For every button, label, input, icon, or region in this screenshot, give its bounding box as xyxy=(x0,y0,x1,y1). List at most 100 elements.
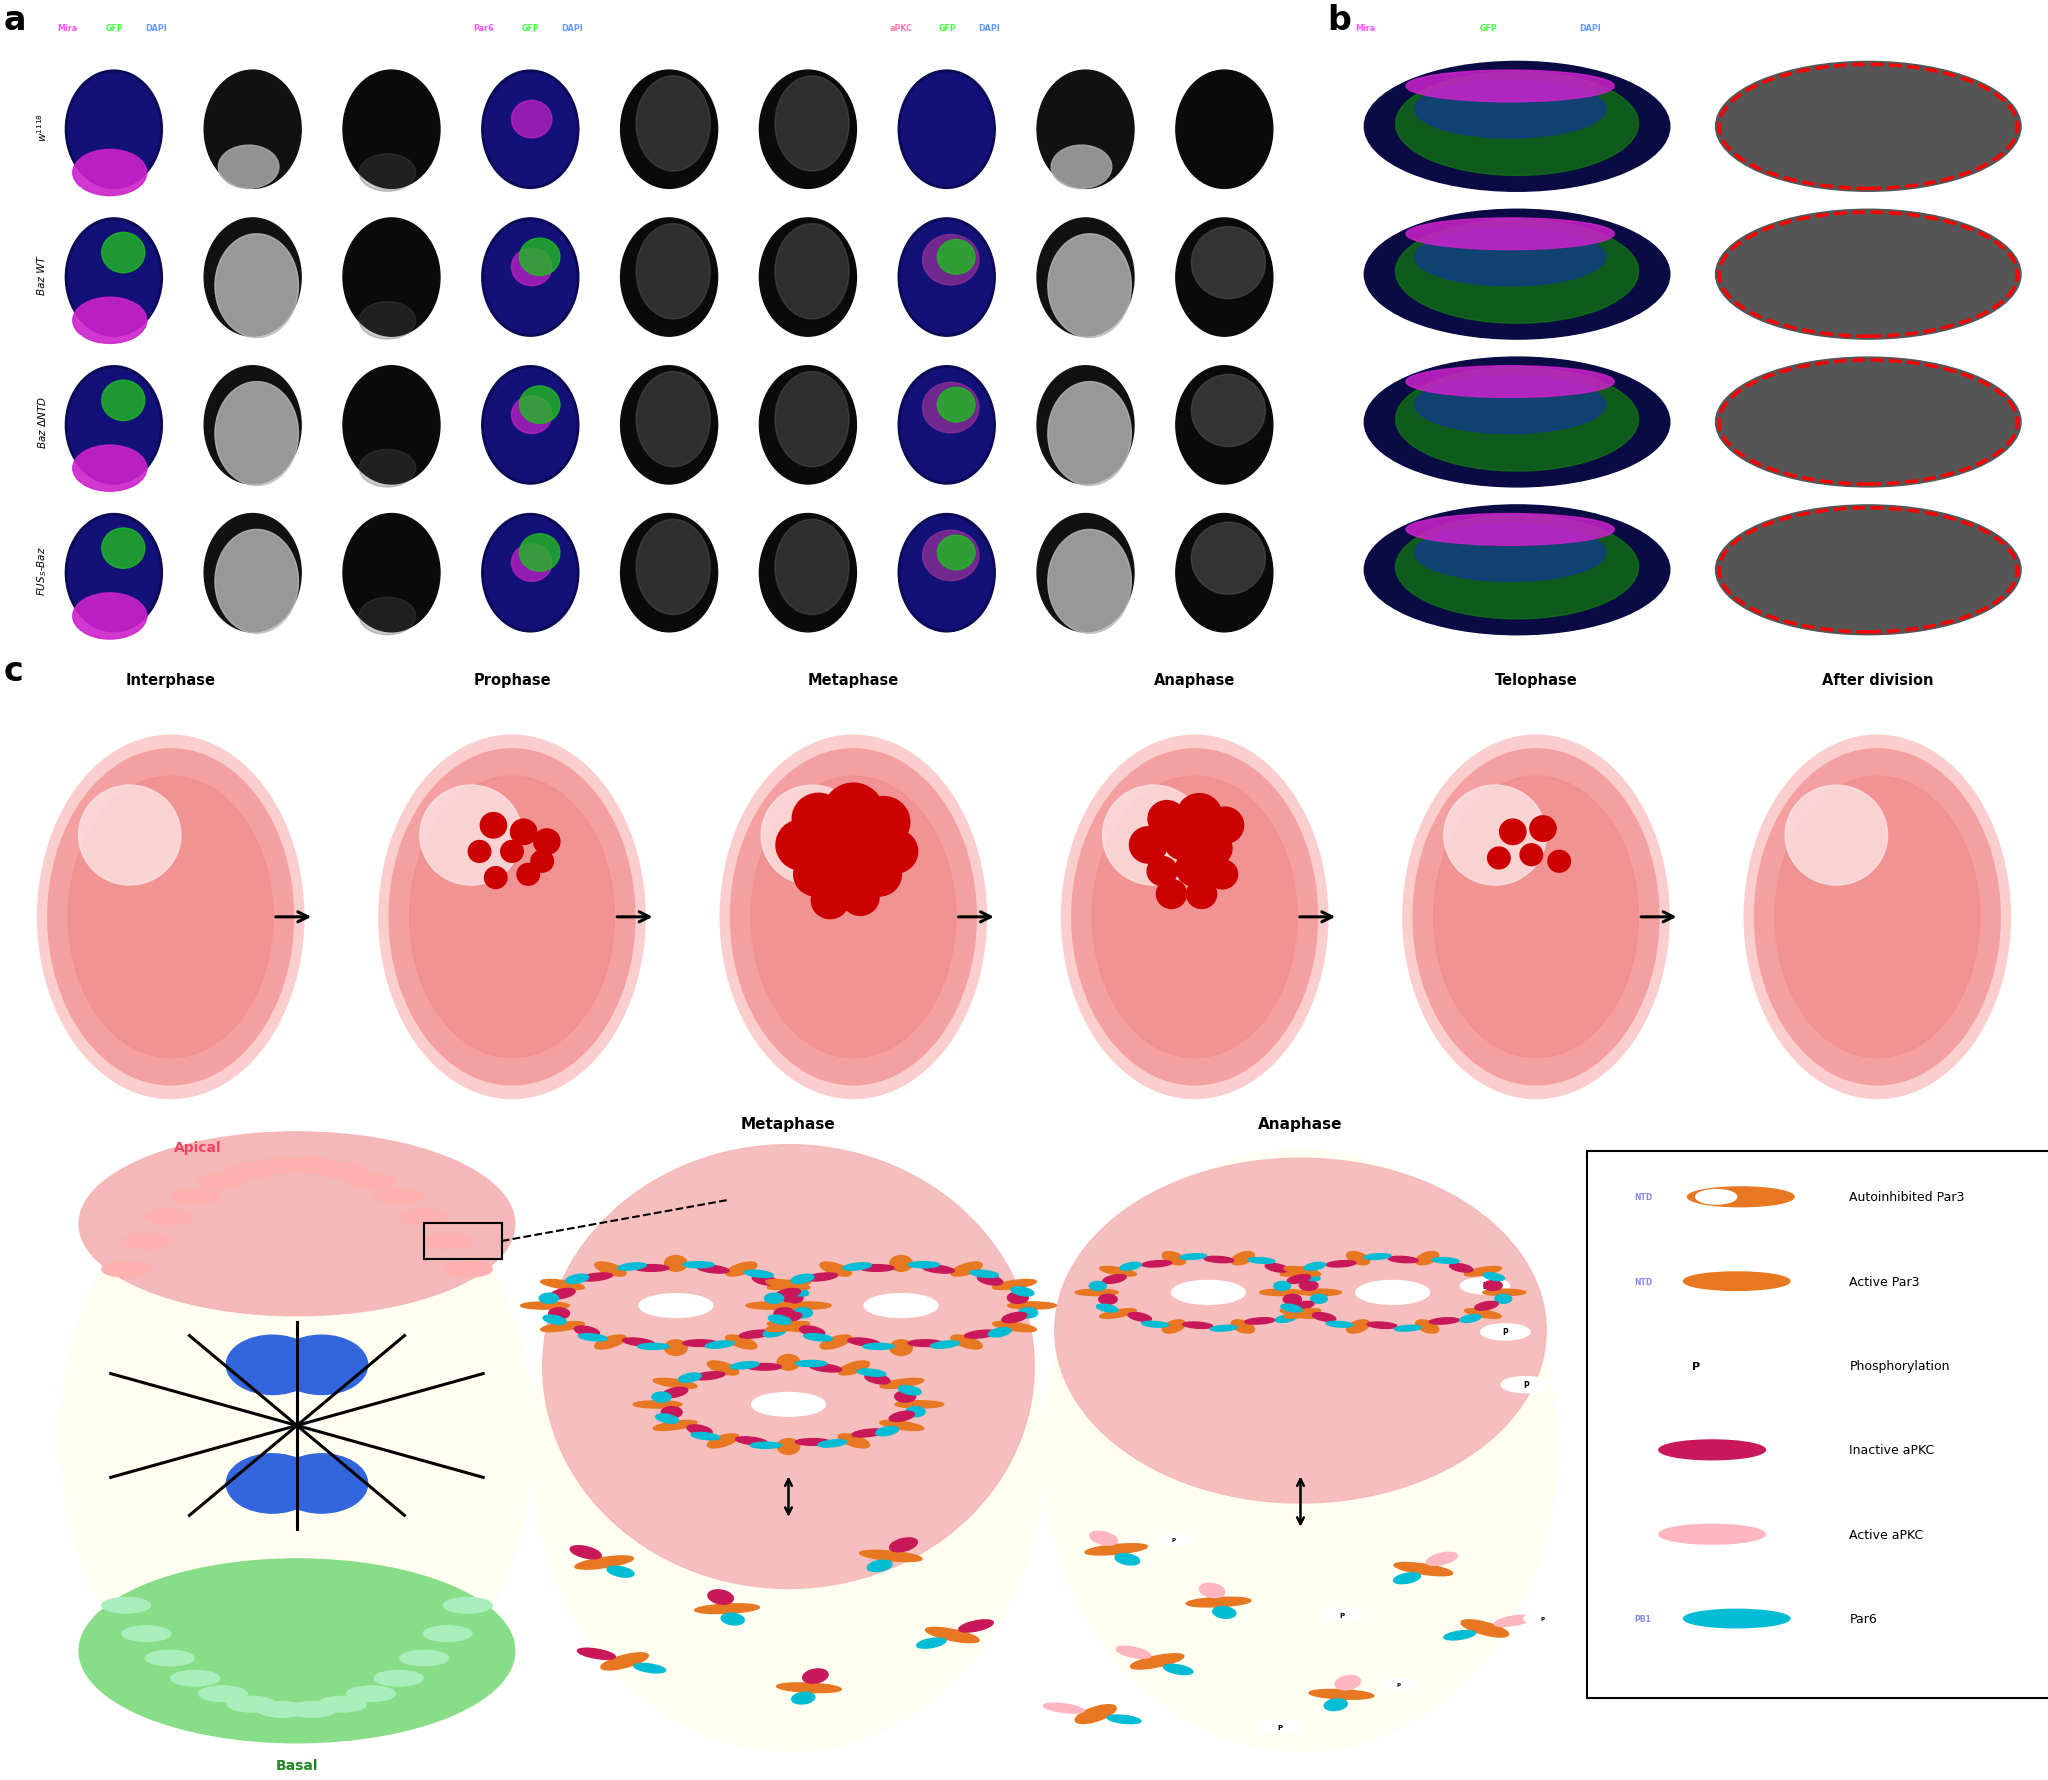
Ellipse shape xyxy=(899,514,995,632)
Ellipse shape xyxy=(938,388,975,424)
Ellipse shape xyxy=(74,150,147,196)
Ellipse shape xyxy=(102,233,145,274)
Ellipse shape xyxy=(1128,828,1167,863)
Ellipse shape xyxy=(215,383,299,486)
Ellipse shape xyxy=(1149,801,1186,837)
Ellipse shape xyxy=(895,1401,944,1408)
Ellipse shape xyxy=(481,219,580,336)
Ellipse shape xyxy=(764,1328,786,1337)
Ellipse shape xyxy=(1049,235,1130,338)
Ellipse shape xyxy=(1444,1630,1475,1639)
Ellipse shape xyxy=(1696,1189,1737,1205)
Text: Mira: Mira xyxy=(334,23,354,34)
Ellipse shape xyxy=(725,1262,758,1276)
Ellipse shape xyxy=(512,101,551,139)
Ellipse shape xyxy=(762,785,864,886)
Text: DAPI: DAPI xyxy=(145,23,168,34)
Ellipse shape xyxy=(1425,1552,1458,1566)
Circle shape xyxy=(422,1234,471,1250)
Ellipse shape xyxy=(901,370,993,482)
Ellipse shape xyxy=(805,1273,838,1282)
Ellipse shape xyxy=(485,75,575,187)
Ellipse shape xyxy=(1061,735,1327,1098)
Circle shape xyxy=(1481,1324,1530,1340)
Ellipse shape xyxy=(768,1315,791,1324)
Ellipse shape xyxy=(358,450,416,488)
Ellipse shape xyxy=(1716,358,2021,488)
Circle shape xyxy=(1651,1351,1741,1380)
Ellipse shape xyxy=(532,1152,1044,1750)
Ellipse shape xyxy=(1184,1323,1212,1328)
Ellipse shape xyxy=(776,1312,801,1323)
Ellipse shape xyxy=(1776,776,1980,1057)
Ellipse shape xyxy=(1487,847,1509,869)
Circle shape xyxy=(346,1686,395,1702)
Ellipse shape xyxy=(410,776,614,1057)
Ellipse shape xyxy=(922,1266,954,1273)
Ellipse shape xyxy=(1100,1308,1137,1319)
Ellipse shape xyxy=(1659,1440,1765,1460)
Ellipse shape xyxy=(530,851,553,872)
Ellipse shape xyxy=(760,367,856,484)
Ellipse shape xyxy=(1208,860,1237,890)
Ellipse shape xyxy=(520,239,559,276)
Ellipse shape xyxy=(1042,1703,1083,1712)
Ellipse shape xyxy=(1096,1305,1118,1312)
Ellipse shape xyxy=(1192,523,1266,595)
Ellipse shape xyxy=(803,1670,827,1684)
Ellipse shape xyxy=(707,1362,739,1376)
Ellipse shape xyxy=(1520,844,1542,867)
Ellipse shape xyxy=(225,1335,319,1396)
Ellipse shape xyxy=(694,1604,760,1614)
Ellipse shape xyxy=(1036,367,1135,484)
Circle shape xyxy=(1356,1282,1430,1305)
Ellipse shape xyxy=(580,1273,612,1282)
Ellipse shape xyxy=(1210,1326,1237,1331)
Text: Anaphase: Anaphase xyxy=(1257,1116,1343,1132)
Ellipse shape xyxy=(1008,1303,1057,1310)
Ellipse shape xyxy=(1415,1251,1440,1266)
Ellipse shape xyxy=(219,146,279,189)
Ellipse shape xyxy=(848,1339,881,1346)
Ellipse shape xyxy=(1192,228,1266,299)
Ellipse shape xyxy=(864,1374,891,1385)
Ellipse shape xyxy=(664,1387,688,1397)
Ellipse shape xyxy=(485,370,575,482)
Ellipse shape xyxy=(950,1262,983,1276)
Ellipse shape xyxy=(993,1280,1036,1290)
Circle shape xyxy=(399,1209,449,1225)
Ellipse shape xyxy=(823,783,883,842)
Ellipse shape xyxy=(1432,1258,1460,1264)
Ellipse shape xyxy=(682,1262,715,1267)
Ellipse shape xyxy=(481,514,580,632)
Ellipse shape xyxy=(274,1454,369,1513)
Text: P: P xyxy=(1171,1538,1176,1541)
Ellipse shape xyxy=(1659,1524,1765,1545)
Text: P: P xyxy=(1339,1613,1343,1618)
Ellipse shape xyxy=(1206,808,1243,844)
Text: GFP: GFP xyxy=(195,23,213,34)
Ellipse shape xyxy=(922,530,979,582)
Ellipse shape xyxy=(520,534,559,571)
Ellipse shape xyxy=(66,514,162,632)
Ellipse shape xyxy=(768,1323,811,1331)
Ellipse shape xyxy=(1176,71,1274,189)
Text: Par6: Par6 xyxy=(752,23,772,34)
Circle shape xyxy=(102,1262,152,1278)
Ellipse shape xyxy=(66,71,162,189)
Ellipse shape xyxy=(1276,1315,1296,1323)
Circle shape xyxy=(346,1173,395,1189)
Circle shape xyxy=(170,1189,219,1205)
Ellipse shape xyxy=(68,518,160,630)
Ellipse shape xyxy=(594,1335,627,1349)
Ellipse shape xyxy=(807,810,866,869)
Ellipse shape xyxy=(1274,1282,1290,1290)
Circle shape xyxy=(1524,1613,1561,1625)
Text: GFP: GFP xyxy=(938,23,956,34)
Ellipse shape xyxy=(1683,1273,1790,1290)
Ellipse shape xyxy=(573,1326,600,1337)
Ellipse shape xyxy=(844,817,895,867)
Text: /: / xyxy=(967,23,971,34)
Ellipse shape xyxy=(782,1292,803,1303)
FancyBboxPatch shape xyxy=(1587,1152,2048,1698)
